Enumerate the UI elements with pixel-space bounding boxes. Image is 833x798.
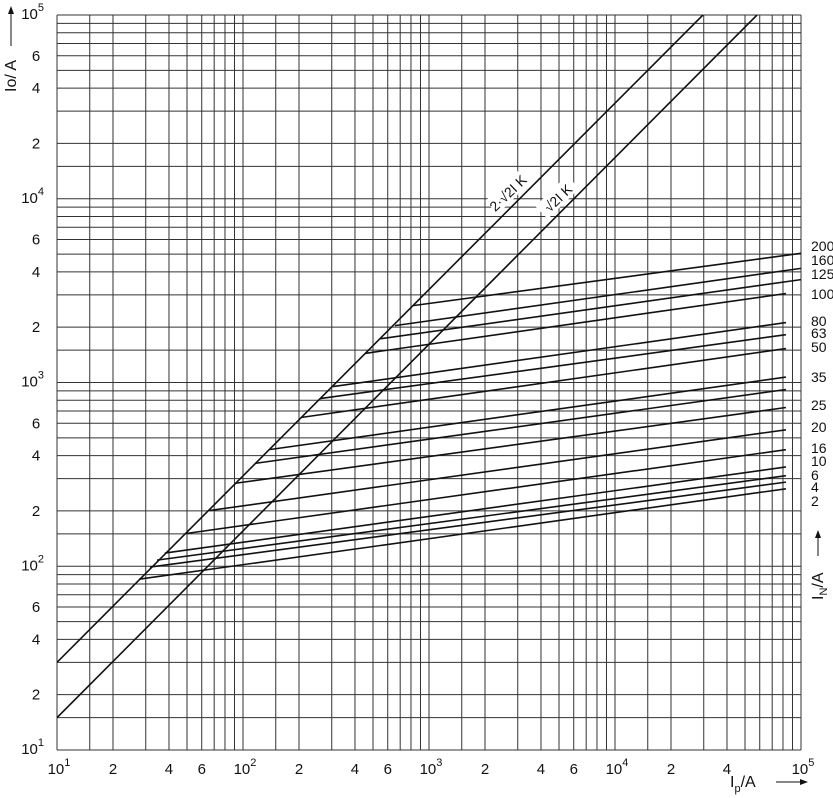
- rated-current-line: [412, 252, 802, 307]
- series-label: 4: [811, 479, 819, 495]
- tick-label: 2: [667, 761, 675, 778]
- rated-current-line: [164, 466, 787, 554]
- tick-label: 4: [32, 631, 40, 648]
- diagonal-label: 2·√2I K: [486, 171, 530, 214]
- tick-label: 6: [570, 761, 578, 778]
- tick-label: 6: [32, 415, 40, 432]
- series-label: 100: [811, 286, 833, 302]
- tick-label: 101: [48, 757, 71, 778]
- tick-label: 4: [32, 264, 40, 281]
- x-axis-label-rest: /A: [741, 774, 756, 791]
- rated-current-line: [364, 292, 787, 355]
- rated-current-line: [254, 388, 787, 465]
- series-label: 35: [811, 369, 827, 385]
- x-axis-label: Ip/A: [730, 774, 808, 795]
- tick-label: 6: [384, 761, 392, 778]
- series-axis-label-sub: N: [818, 588, 830, 596]
- svg-text:IN/A: IN/A: [810, 572, 830, 600]
- tick-label: 4: [537, 761, 545, 778]
- tick-label: 103: [420, 757, 443, 778]
- grid: [56, 14, 802, 751]
- rated-current-line: [380, 278, 802, 340]
- tick-label: 2: [109, 761, 117, 778]
- series-label: 50: [811, 339, 827, 355]
- tick-label: 104: [606, 757, 629, 778]
- tick-label: 101: [21, 737, 44, 758]
- rated-current-line: [156, 474, 787, 561]
- tick-label: 104: [21, 186, 44, 207]
- tick-label: 4: [32, 80, 40, 97]
- series-axis-label-rest: /A: [810, 572, 827, 587]
- series-label: 6: [811, 467, 819, 483]
- rated-current-line: [186, 448, 787, 535]
- rated-current-line: [235, 406, 787, 485]
- tick-label: 2: [32, 503, 40, 520]
- svg-text:Ip/A: Ip/A: [730, 774, 756, 795]
- series-label: 125: [811, 266, 833, 282]
- tick-label: 6: [32, 599, 40, 616]
- diagonal-lines: [57, 15, 758, 719]
- x-tick-labels: 101 2 4 6 102 2 4 6 103 2 4 6 104 2 4 105: [48, 757, 815, 778]
- diagonal-label-bg: [535, 175, 580, 220]
- series-label: 16: [811, 440, 827, 456]
- tick-label: 4: [32, 448, 40, 465]
- tick-label: 2: [32, 319, 40, 336]
- rated-current-line: [394, 267, 802, 327]
- rated-current-line: [209, 428, 787, 512]
- tick-label: 102: [234, 757, 257, 778]
- tick-label: 4: [351, 761, 359, 778]
- x-axis-label-main: I: [730, 774, 734, 791]
- series-label: 2: [811, 493, 819, 509]
- series-label: 200: [811, 238, 833, 254]
- rated-current-line: [320, 333, 787, 400]
- rated-current-line: [149, 481, 787, 568]
- tick-label: 2: [32, 687, 40, 704]
- tick-label: 105: [792, 757, 815, 778]
- series-label: 160: [811, 252, 833, 268]
- tick-label: 103: [21, 370, 44, 391]
- tick-label: 6: [32, 48, 40, 65]
- tick-label: 2: [295, 761, 303, 778]
- series-label: 25: [811, 397, 827, 413]
- tick-label: 4: [165, 761, 173, 778]
- y-axis-arrow-icon: [8, 6, 14, 14]
- series-axis-label-main: I: [810, 596, 827, 600]
- y-axis-label: Io/ A: [3, 6, 20, 92]
- rated-current-line: [332, 321, 787, 388]
- series-axis-arrow-icon: [815, 530, 821, 538]
- tick-label: 105: [21, 2, 44, 23]
- tick-label: 2: [481, 761, 489, 778]
- diagonal-line: [57, 15, 758, 719]
- tick-label: 2: [32, 135, 40, 152]
- diagonal-line: [57, 15, 704, 663]
- rated-current-lines: [138, 252, 802, 581]
- series-axis-label: IN/A: [810, 530, 830, 600]
- diagonal-label-bg: [485, 170, 530, 215]
- tick-label: 6: [32, 232, 40, 249]
- tick-label: 4: [723, 761, 731, 778]
- y-tick-labels: 105 6 4 2 104 6 4 2 103 6 4 2 102 6 4 2 101: [21, 2, 44, 758]
- series-label: 80: [811, 313, 827, 329]
- rated-current-line: [270, 376, 787, 451]
- rated-current-line: [301, 347, 787, 419]
- series-label: 63: [811, 325, 827, 341]
- x-axis-label-sub: p: [734, 783, 740, 795]
- rated-current-line: [138, 487, 787, 581]
- tick-label: 6: [198, 761, 206, 778]
- x-axis-arrow-icon: [800, 779, 808, 785]
- tick-label: 102: [21, 553, 44, 574]
- series-label: 20: [811, 419, 827, 435]
- series-label: 10: [811, 453, 827, 469]
- y-axis-label-text: Io/ A: [3, 60, 20, 92]
